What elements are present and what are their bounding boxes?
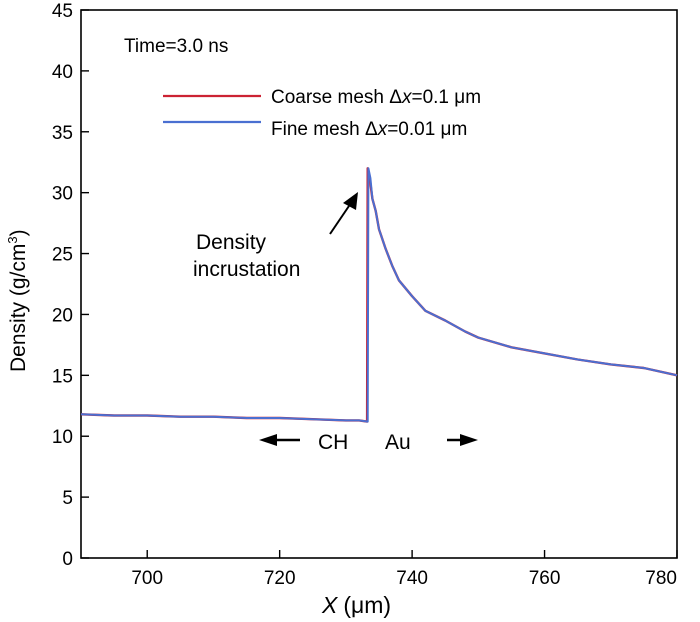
series-layer [80,167,678,423]
y-tick-label: 5 [62,488,73,509]
x-tick-label: 760 [529,568,561,589]
legend-label-coarse: Coarse mesh Δx=0.1 μm [271,87,481,108]
x-tick-label: 740 [396,568,428,589]
legend: Coarse mesh Δx=0.1 μm Fine mesh Δx=0.01 … [163,87,481,140]
series-line-fine [80,167,678,423]
y-axis-label: Density (g/cm3) [5,229,30,372]
y-tick-label: 20 [52,305,73,326]
au-arrow [447,434,478,446]
y-tick-label: 45 [52,1,73,22]
x-axis-ticks: 700 720 740 760 780 [131,550,678,589]
y-tick-label: 30 [52,184,73,205]
x-tick-label: 780 [645,568,677,589]
x-tick-label: 700 [131,568,163,589]
y-tick-label: 0 [62,549,73,570]
legend-label-fine: Fine mesh Δx=0.01 μm [271,119,467,140]
y-tick-label: 25 [52,245,73,266]
y-tick-label: 40 [52,62,73,83]
x-axis-label: X (μm) [321,592,391,618]
au-region-label: Au [385,431,411,454]
peak-annotation-line2: incrustation [193,258,300,281]
series-line-coarse [80,167,678,423]
peak-arrow [329,192,358,235]
ch-arrow [259,434,300,446]
time-annotation: Time=3.0 ns [124,36,228,57]
plot-frame [80,9,678,559]
x-tick-label: 720 [264,568,296,589]
y-tick-label: 35 [52,123,73,144]
y-tick-label: 15 [52,366,73,387]
peak-annotation-line1: Density [196,231,267,254]
ch-region-label: CH [318,431,348,454]
y-axis-ticks: 0 5 10 15 20 25 30 35 40 45 [52,1,89,570]
y-tick-label: 10 [52,427,73,448]
